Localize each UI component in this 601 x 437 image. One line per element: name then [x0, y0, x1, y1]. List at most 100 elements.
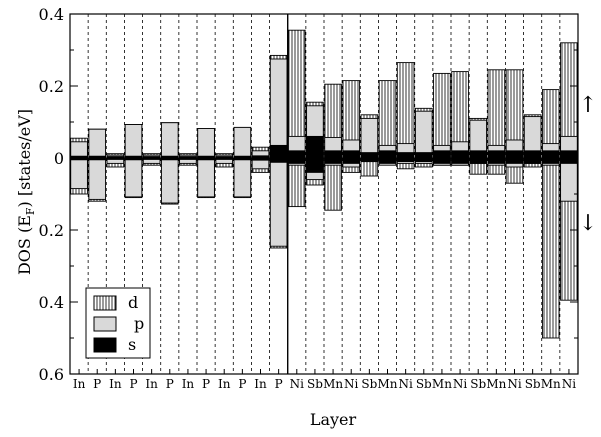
bar-down-p [197, 157, 215, 198]
y-tick-label: 0.4 [39, 293, 64, 312]
layer-label: Sb [470, 377, 486, 391]
bar-down-s [287, 157, 306, 164]
layer-label: In [145, 377, 158, 391]
layer-label: P [238, 377, 246, 391]
bar-up-p [269, 58, 288, 159]
bar-down-s [433, 157, 451, 164]
bar-down-d [324, 157, 342, 211]
legend: d p s [85, 287, 151, 359]
legend-label-p: p [134, 314, 144, 333]
layer-label: Sb [361, 377, 377, 391]
bar-down-s [560, 157, 578, 164]
layer-label: In [109, 377, 122, 391]
bar-down-s [469, 157, 488, 164]
y-tick-label: 0 [54, 149, 64, 168]
bar-down-p [70, 157, 88, 190]
bar-down-s [269, 157, 288, 163]
bar-up-p [88, 128, 107, 159]
legend-swatch-p [93, 316, 117, 332]
layer-label: P [129, 377, 137, 391]
legend-label-d: d [128, 293, 138, 312]
spin-arrows: ↑ ↓ [579, 93, 597, 236]
layer-label: Mn [486, 377, 506, 391]
bar-up-p [197, 128, 215, 159]
bar-down-s [505, 157, 524, 164]
layer-label: P [275, 377, 283, 391]
bar-up-s [306, 135, 324, 159]
layer-label: Mn [377, 377, 397, 391]
y-axis-title: DOS (EF) [states/eV] [15, 109, 37, 275]
layer-label: Sb [416, 377, 432, 391]
bar-up-s [342, 150, 361, 159]
bar-up-s [324, 150, 342, 159]
y-tick-label: 0.6 [39, 365, 64, 384]
bar-down-p [233, 157, 252, 198]
legend-swatch-d [93, 295, 117, 311]
bar-up-s [469, 150, 488, 159]
layer-label: Mn [323, 377, 343, 391]
bar-down-p [560, 157, 578, 202]
bar-down-p [269, 157, 288, 247]
bar-down-s [523, 157, 542, 164]
bar-up-s [287, 150, 306, 159]
bar-down-s [541, 157, 560, 164]
bar-up-p [233, 126, 252, 159]
bar-down-s [396, 157, 415, 163]
layer-label: Mn [541, 377, 561, 391]
bar-down-s [324, 157, 342, 164]
bar-up-p [360, 117, 379, 159]
bar-up-s [378, 150, 397, 159]
bar-up-s [414, 152, 433, 159]
layer-label: P [166, 377, 174, 391]
layer-label: Sb [525, 377, 541, 391]
y-tick-label: 0.2 [39, 77, 64, 96]
bar-up-s [396, 152, 415, 159]
bar-down-s [378, 157, 397, 164]
bar-up-d [487, 69, 506, 159]
layer-label: Ni [453, 377, 468, 391]
bar-up-s [505, 150, 524, 159]
spin-down-arrow-icon: ↓ [579, 211, 597, 236]
bar-up-s [541, 150, 560, 159]
bar-up-s [269, 144, 288, 159]
layer-label: Sb [307, 377, 323, 391]
layer-label: Ni [290, 377, 305, 391]
bar-up-s [451, 150, 469, 159]
bar-up-p [70, 141, 88, 159]
layer-label: Ni [562, 377, 577, 391]
ticks: 0.40.200.20.40.6 In P In P In P In P In P In P Ni Sb Mn… [39, 5, 578, 391]
bar-down-s [342, 157, 361, 164]
bar-up-s [523, 150, 542, 159]
layer-label: P [93, 377, 101, 391]
layer-label: Ni [507, 377, 522, 391]
layer-label: In [73, 377, 86, 391]
layer-label: In [254, 377, 267, 391]
bar-up-s [487, 150, 506, 159]
bar-up-s [360, 152, 379, 159]
bar-down-p [160, 157, 179, 204]
layer-label: P [202, 377, 210, 391]
y-tick-label: 0.4 [39, 5, 64, 24]
bar-up-s [560, 150, 578, 159]
y-tick-label: 0.2 [39, 221, 64, 240]
bar-up-s [433, 150, 451, 159]
bars [70, 29, 578, 339]
layer-dividers [87, 14, 561, 374]
layer-label: Ni [398, 377, 413, 391]
bar-down-s [487, 157, 506, 164]
layer-label: In [182, 377, 195, 391]
bar-down-s [306, 157, 324, 173]
layer-label: In [218, 377, 231, 391]
x-axis-title: Layer [310, 410, 357, 429]
bar-down-s [360, 157, 379, 163]
layer-label: Mn [432, 377, 452, 391]
bar-up-p [414, 110, 433, 159]
bar-down-s [414, 157, 433, 163]
spin-up-arrow-icon: ↑ [579, 93, 597, 118]
legend-label-s: s [128, 335, 136, 354]
bar-down-p [88, 157, 107, 200]
bar-down-d [541, 157, 560, 339]
legend-swatch-s [93, 337, 117, 353]
bar-up-p [160, 122, 179, 159]
